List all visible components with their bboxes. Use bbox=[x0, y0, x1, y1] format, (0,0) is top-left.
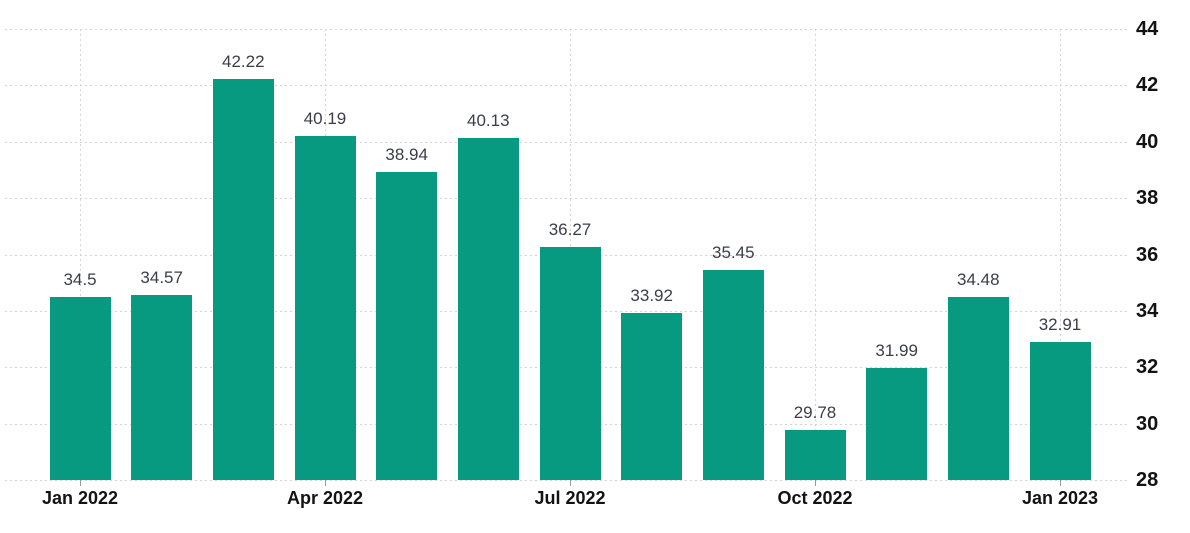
bar-value-label: 32.91 bbox=[1038, 314, 1082, 334]
y-axis-label[interactable]: 40 bbox=[1136, 130, 1159, 153]
bar[interactable] bbox=[866, 367, 928, 480]
bar[interactable] bbox=[212, 79, 274, 480]
y-axis-label[interactable]: 28 bbox=[1136, 469, 1159, 491]
horizontal-gridline bbox=[5, 29, 1128, 30]
x-axis-tick bbox=[1060, 480, 1061, 486]
x-axis-label[interactable]: Jan 2022 bbox=[41, 488, 119, 508]
bar-value-label: 40.13 bbox=[467, 111, 510, 131]
horizontal-gridline bbox=[5, 198, 1128, 200]
bar[interactable] bbox=[131, 294, 193, 480]
bar-value-label: 31.99 bbox=[875, 340, 918, 360]
bar-value-label: 36.27 bbox=[548, 219, 592, 239]
bar-value-label: 35.45 bbox=[712, 243, 755, 262]
bar-value-label: 34.57 bbox=[140, 267, 183, 287]
bar[interactable] bbox=[294, 136, 356, 480]
bar[interactable] bbox=[376, 171, 438, 480]
x-axis-tick bbox=[325, 480, 326, 486]
horizontal-gridline bbox=[5, 141, 1128, 143]
bar[interactable] bbox=[1029, 341, 1091, 480]
bar[interactable] bbox=[457, 138, 519, 480]
x-axis-label[interactable]: Jan 2023 bbox=[1021, 488, 1099, 508]
bar[interactable] bbox=[621, 313, 683, 480]
bar-value-label: 40.19 bbox=[303, 109, 347, 129]
y-axis-label[interactable]: 32 bbox=[1136, 356, 1159, 379]
bar[interactable] bbox=[49, 296, 111, 480]
x-axis-label[interactable]: Apr 2022 bbox=[286, 488, 364, 508]
y-axis-label[interactable]: 44 bbox=[1136, 18, 1159, 40]
bar-value-label: 29.78 bbox=[793, 402, 837, 422]
horizontal-gridline bbox=[5, 85, 1128, 87]
horizontal-gridline bbox=[5, 480, 1128, 481]
x-axis-tick bbox=[815, 480, 816, 486]
x-axis-label[interactable]: Oct 2022 bbox=[777, 488, 853, 508]
x-axis-tick bbox=[570, 480, 571, 486]
bar-value-label: 42.22 bbox=[222, 52, 265, 72]
y-axis-label[interactable]: 38 bbox=[1136, 187, 1159, 210]
y-axis-label[interactable]: 42 bbox=[1136, 74, 1159, 97]
bar-value-label: 34.5 bbox=[63, 269, 97, 289]
bar[interactable] bbox=[947, 297, 1009, 480]
bar[interactable] bbox=[784, 429, 846, 480]
x-axis-tick bbox=[80, 480, 81, 486]
bar-value-label: 34.48 bbox=[957, 270, 1000, 290]
bar[interactable] bbox=[539, 246, 601, 480]
x-axis-label[interactable]: Jul 2022 bbox=[534, 488, 606, 508]
vertical-gridline bbox=[1060, 29, 1061, 480]
bar[interactable] bbox=[702, 270, 764, 480]
vertical-gridline bbox=[815, 29, 816, 480]
vertical-gridline bbox=[80, 29, 81, 480]
y-axis-label[interactable]: 36 bbox=[1136, 243, 1159, 266]
y-axis-label[interactable]: 30 bbox=[1136, 412, 1159, 435]
bar-value-label: 38.94 bbox=[385, 144, 428, 164]
y-axis-label[interactable]: 34 bbox=[1136, 299, 1159, 322]
bar-value-label: 33.92 bbox=[630, 286, 673, 306]
